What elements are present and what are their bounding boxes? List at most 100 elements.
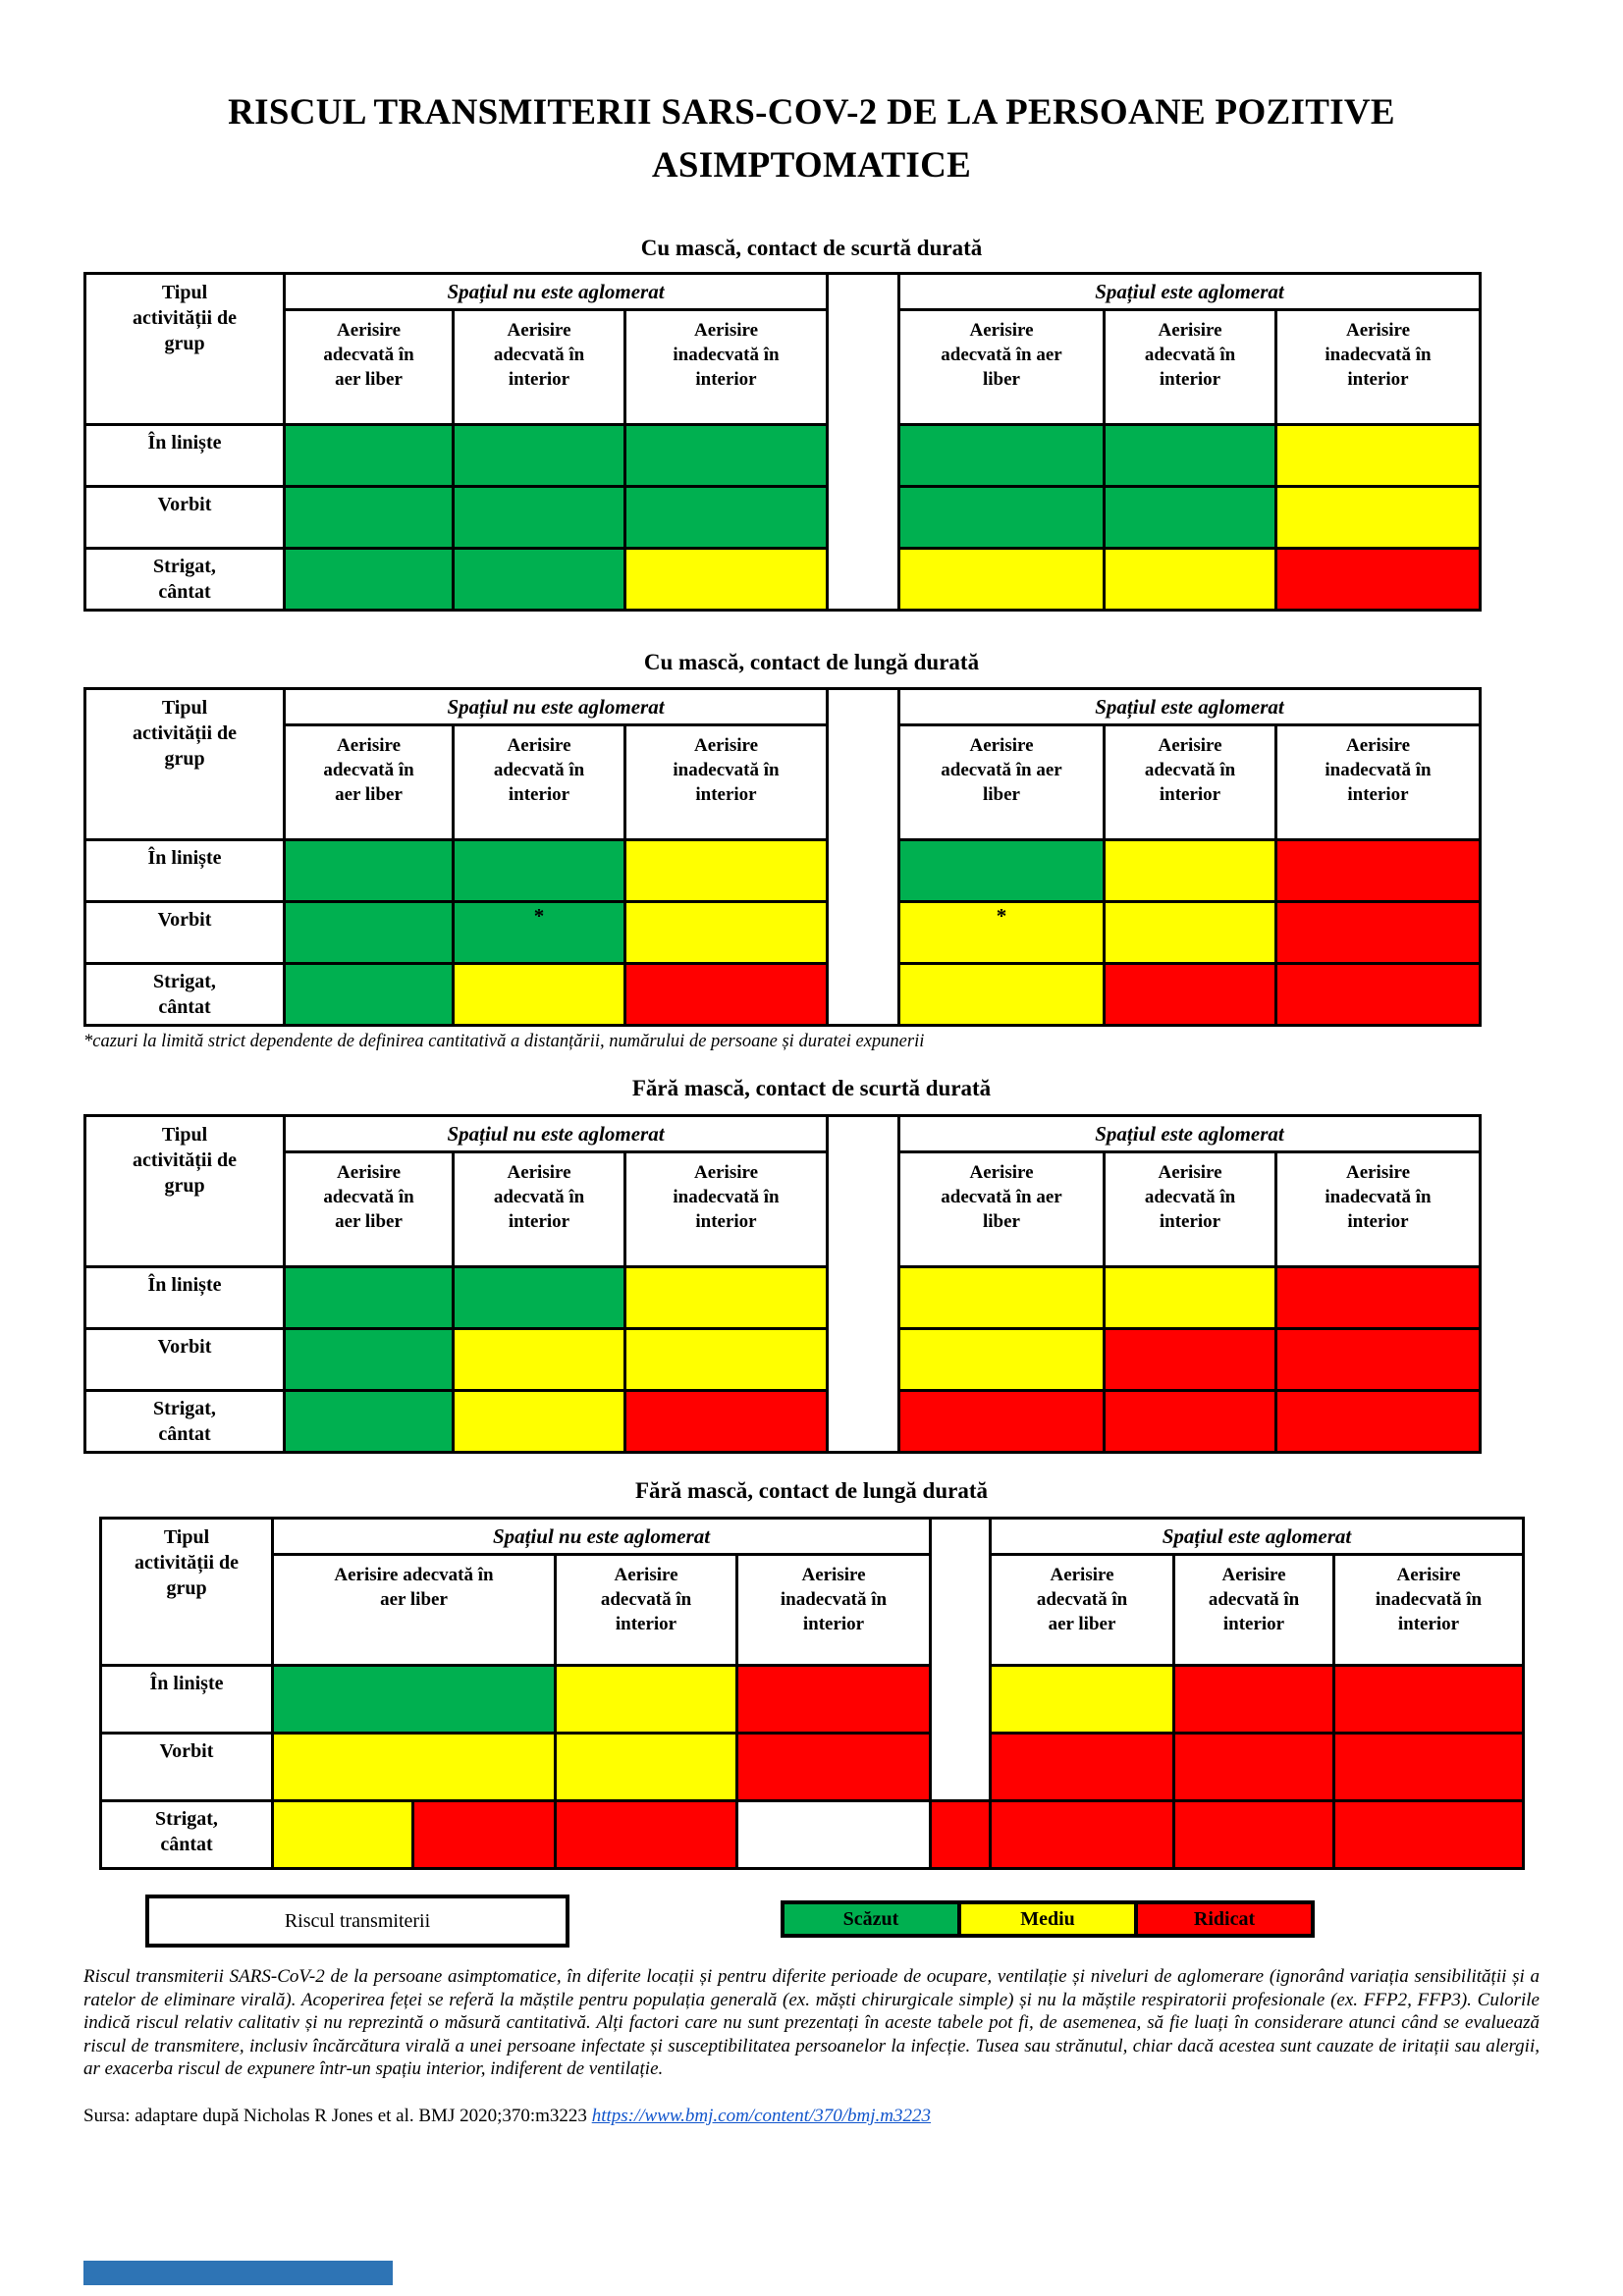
risk-cell-low [274, 1667, 554, 1732]
column-header-ventilation: Aerisire adecvată în aer liber [274, 1556, 554, 1664]
legend-title-box: Riscul transmiterii [145, 1895, 569, 1948]
risk-cell-medium: * [900, 903, 1103, 962]
risk-cell-high [932, 1802, 989, 1867]
risk-cell-low [626, 426, 826, 485]
column-header-ventilation: Aerisire inadecvată în interior [1335, 1556, 1522, 1664]
risk-cell-high [992, 1735, 1172, 1799]
column-header-ventilation: Aerisire adecvată în interior [455, 311, 623, 423]
source-text: Sursa: adaptare după Nicholas R Jones et… [83, 2106, 587, 2126]
row-label: Vorbit [86, 903, 283, 962]
description-paragraph: Riscul transmiterii SARS-CoV-2 de la per… [83, 1966, 1540, 2079]
risk-cell-high [1335, 1735, 1522, 1799]
risk-cell-high [1106, 965, 1274, 1024]
column-header-ventilation: Aerisire adecvată în aer liber [286, 311, 452, 423]
column-header-ventilation: Aerisire adecvată în aer liber [900, 1153, 1103, 1265]
risk-cell-medium [900, 550, 1103, 609]
column-header-ventilation: Aerisire inadecvată în interior [1277, 1153, 1479, 1265]
group-header-not-crowded: Spațiul nu este aglomerat [286, 275, 826, 308]
page-title: RISCUL TRANSMITERII SARS-COV-2 DE LA PER… [0, 86, 1623, 192]
risk-cell-medium [1106, 550, 1274, 609]
group-header-not-crowded: Spațiul nu este aglomerat [286, 690, 826, 723]
table-caption: Fără mască, contact de lungă durată [634, 1478, 989, 1503]
group-header-crowded: Spațiul este aglomerat [992, 1520, 1522, 1553]
risk-cell-high [557, 1802, 735, 1867]
risk-cell-low [455, 426, 623, 485]
risk-cell-low [286, 965, 452, 1024]
risk-legend: Scăzut Mediu Ridicat [781, 1900, 1315, 1938]
column-header-activity-type: Tipul activității de grup [102, 1520, 271, 1664]
risk-cell-high [1277, 841, 1479, 900]
group-header-not-crowded: Spațiul nu este aglomerat [274, 1520, 929, 1553]
row-label: Strigat, cântat [86, 550, 283, 609]
footer-blue-bar [83, 2261, 393, 2285]
column-header-activity-type: Tipul activității de grup [86, 1117, 283, 1265]
risk-cell-medium [1277, 488, 1479, 547]
row-label: În liniște [86, 1268, 283, 1327]
row-label: În liniște [86, 426, 283, 485]
risk-cell-high [1277, 1268, 1479, 1327]
risk-cell-high [738, 1735, 929, 1799]
risk-cell-medium [626, 1330, 826, 1389]
risk-cell-low: * [455, 903, 623, 962]
risk-cell-low [626, 488, 826, 547]
risk-cell-medium [626, 841, 826, 900]
column-header-ventilation: Aerisire adecvată în interior [1106, 1153, 1274, 1265]
column-header-ventilation: Aerisire inadecvată în interior [626, 311, 826, 423]
column-header-ventilation: Aerisire adecvată în interior [1106, 311, 1274, 423]
column-header-ventilation: Aerisire inadecvată în interior [1277, 311, 1479, 423]
risk-cell-medium [557, 1735, 735, 1799]
risk-cell-low [455, 841, 623, 900]
risk-cell-high [626, 1392, 826, 1451]
risk-cell-low [1106, 426, 1274, 485]
column-header-ventilation: Aerisire adecvată în interior [455, 1153, 623, 1265]
column-header-ventilation: Aerisire inadecvată în interior [626, 726, 826, 838]
risk-cell-medium [557, 1667, 735, 1732]
risk-cell-high [1175, 1667, 1332, 1732]
risk-cell-low [900, 426, 1103, 485]
row-label: Vorbit [102, 1735, 271, 1799]
spacer-column [829, 275, 897, 609]
risk-cell-low [286, 488, 452, 547]
risk-cell-high [414, 1802, 554, 1867]
risk-cell-high [626, 965, 826, 1024]
risk-cell-high [992, 1802, 1172, 1867]
column-header-ventilation: Aerisire adecvată în interior [455, 726, 623, 838]
risk-cell-low [455, 1268, 623, 1327]
risk-cell-high [1106, 1392, 1274, 1451]
risk-cell-high [900, 1392, 1103, 1451]
risk-cell-high [1335, 1802, 1522, 1867]
risk-cell-low [286, 550, 452, 609]
row-label: Vorbit [86, 1330, 283, 1389]
risk-cell-high [1277, 903, 1479, 962]
source-line: Sursa: adaptare după Nicholas R Jones et… [83, 2106, 1540, 2127]
legend-item-high: Ridicat [1138, 1904, 1311, 1934]
group-header-not-crowded: Spațiul nu este aglomerat [286, 1117, 826, 1150]
spacer-column [829, 690, 897, 1024]
risk-cell-high [1277, 1330, 1479, 1389]
risk-table: Tipul activității de grup Spațiul nu este… [83, 272, 1482, 612]
borderline-case-asterisk: * [533, 904, 545, 928]
risk-cell-low [286, 1330, 452, 1389]
row-label: În liniște [102, 1667, 271, 1732]
risk-cell-medium [900, 965, 1103, 1024]
source-link[interactable]: https://www.bmj.com/content/370/bmj.m322… [591, 2106, 932, 2126]
legend-item-medium: Mediu [961, 1904, 1134, 1934]
page-title-line1: RISCUL TRANSMITERII SARS-COV-2 DE LA PER… [228, 92, 1395, 133]
risk-cell-high [1277, 550, 1479, 609]
risk-cell-medium [992, 1667, 1172, 1732]
column-header-ventilation: Aerisire adecvată în interior [1106, 726, 1274, 838]
risk-cell-low [286, 426, 452, 485]
risk-cell-high [1277, 1392, 1479, 1451]
column-header-ventilation: Aerisire adecvată în aer liber [286, 1153, 452, 1265]
risk-cell-medium [900, 1268, 1103, 1327]
risk-cell-high [738, 1667, 929, 1732]
legend-title: Riscul transmiterii [284, 1909, 431, 1932]
row-label: Strigat, cântat [86, 965, 283, 1024]
risk-cell-medium [626, 903, 826, 962]
column-header-ventilation: Aerisire adecvată în interior [557, 1556, 735, 1664]
risk-cell-low [286, 1268, 452, 1327]
risk-table: Tipul activității de grup Spațiul nu este… [83, 687, 1482, 1027]
column-header-activity-type: Tipul activității de grup [86, 275, 283, 423]
risk-cell-high [1106, 1330, 1274, 1389]
column-header-ventilation: Aerisire adecvată în interior [1175, 1556, 1332, 1664]
